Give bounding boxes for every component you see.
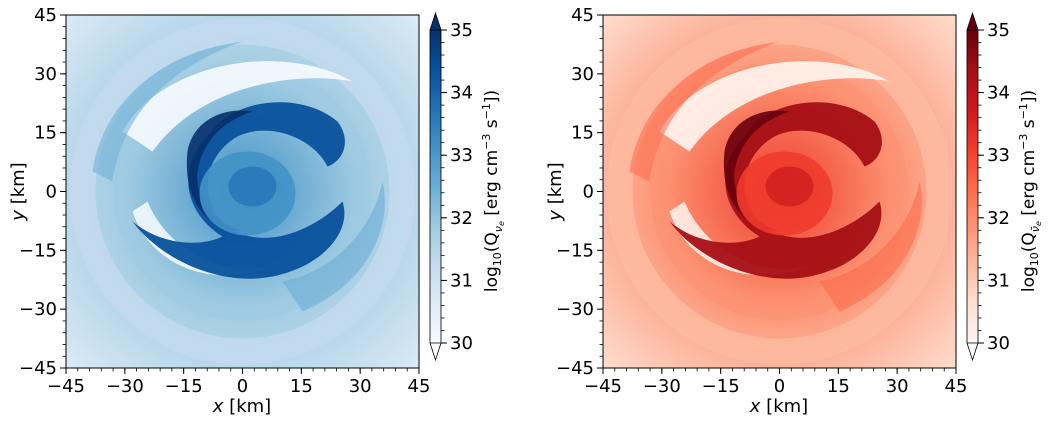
right-colorbar-gradient [967, 30, 978, 343]
left-colorbar-tick-label: 32 [450, 208, 473, 229]
right-y-tick-label: 15 [571, 123, 594, 144]
right-heatmap-field [606, 18, 953, 365]
left-heatmap-tail-right [282, 181, 385, 312]
left-y-axis-label: y [km] [8, 162, 29, 221]
right-colorbar-tick-label: 31 [987, 270, 1010, 291]
left-colorbar-tick-label: 35 [450, 20, 473, 41]
left-x-tick-label: 0 [237, 376, 248, 397]
left-heatmap-outer-shell [69, 18, 416, 365]
left-x-axis-label: x [km] [212, 396, 271, 417]
left-x-tick-label: 30 [349, 376, 372, 397]
right-heatmap-tail-right [819, 181, 922, 312]
right-colorbar-tick-label: 33 [987, 145, 1010, 166]
left-y-axis-ticks: −45 −30 −15 0 15 30 45 [19, 5, 66, 379]
right-y-axis-label: y [km] [545, 162, 566, 221]
right-y-tick-label: 30 [571, 64, 594, 85]
right-y-tick-label: −15 [556, 240, 594, 261]
left-y-tick-label: −45 [19, 358, 57, 379]
left-colorbar-tick-label: 30 [450, 333, 473, 354]
right-x-tick-label: 45 [945, 376, 968, 397]
left-y-tick-label: −30 [19, 299, 57, 320]
right-y-tick-label: 45 [571, 5, 594, 26]
left-panel: −45 −30 −15 0 15 30 45 −45 −30 −15 0 15 30 45 x [km]… [8, 5, 506, 417]
left-y-tick-label: 0 [46, 182, 57, 203]
right-x-tick-label: 15 [827, 376, 850, 397]
left-colorbar-ticks: 30 31 32 33 34 35 [441, 20, 473, 354]
right-colorbar-frame [966, 30, 979, 343]
left-colorbar-extend-min [429, 342, 442, 362]
right-x-tick-label: 30 [886, 376, 909, 397]
right-heatmap-tail-left [629, 41, 780, 182]
left-x-axis-ticks: −45 −30 −15 0 15 30 45 [47, 368, 430, 397]
right-x-tick-label: −45 [584, 376, 622, 397]
left-heatmap-spiral-arm [132, 102, 345, 279]
right-heatmap-core-inner [765, 166, 814, 207]
right-x-axis-label: x [km] [749, 396, 808, 417]
right-y-tick-label: −45 [556, 358, 594, 379]
left-x-tick-label: 15 [290, 376, 313, 397]
right-heatmap-spiral-arm [669, 102, 882, 279]
left-colorbar-gradient [430, 30, 441, 343]
right-colorbar-tick-label: 32 [987, 208, 1010, 229]
right-colorbar-tick-label: 34 [987, 83, 1010, 104]
left-heatmap-tail-left [92, 41, 243, 182]
right-heatmap-outer-shell [606, 18, 953, 365]
right-colorbar-extend-min [966, 342, 979, 362]
left-heatmap-core-inner [228, 166, 277, 207]
left-y-tick-label: 45 [34, 5, 57, 26]
left-x-tick-label: −15 [165, 376, 203, 397]
right-panel: −45 −30 −15 0 15 30 45 −45 −30 −15 0 15 30 45 x [km]… [545, 5, 1043, 417]
left-y-tick-label: −15 [19, 240, 57, 261]
right-y-tick-label: −30 [556, 299, 594, 320]
left-colorbar [429, 11, 442, 362]
right-x-tick-label: −30 [643, 376, 681, 397]
right-colorbar-label: log10(Qν̄e [erg cm−3 s−1]) [1017, 90, 1043, 292]
right-x-tick-label: −15 [702, 376, 740, 397]
left-x-tick-label: 45 [408, 376, 431, 397]
right-colorbar-extend-max [966, 11, 979, 31]
left-y-tick-label: 15 [34, 123, 57, 144]
left-y-tick-label: 30 [34, 64, 57, 85]
left-heatmap-gap-upper [122, 61, 353, 152]
left-colorbar-tick-label: 31 [450, 270, 473, 291]
right-x-axis-ticks: −45 −30 −15 0 15 30 45 [584, 368, 967, 397]
right-x-tick-label: 0 [774, 376, 785, 397]
left-colorbar-tick-label: 33 [450, 145, 473, 166]
right-y-tick-label: 0 [583, 182, 594, 203]
left-colorbar-tick-label: 34 [450, 83, 473, 104]
left-colorbar-extend-max [429, 11, 442, 31]
left-heatmap-field [69, 18, 416, 365]
right-colorbar-ticks: 30 31 32 33 34 35 [978, 20, 1010, 354]
right-colorbar-tick-label: 35 [987, 20, 1010, 41]
right-colorbar [966, 11, 979, 362]
right-heatmap-gap-lower [669, 201, 820, 276]
left-heatmap-gap-lower [132, 201, 283, 276]
left-x-tick-label: −45 [47, 376, 85, 397]
right-y-axis-ticks: −45 −30 −15 0 15 30 45 [556, 5, 603, 379]
left-colorbar-frame [429, 30, 442, 343]
left-x-tick-label: −30 [106, 376, 144, 397]
right-colorbar-tick-label: 30 [987, 333, 1010, 354]
left-colorbar-label: log10(Qνe [erg cm−3 s−1]) [480, 90, 506, 292]
right-heatmap-gap-upper [659, 61, 890, 152]
